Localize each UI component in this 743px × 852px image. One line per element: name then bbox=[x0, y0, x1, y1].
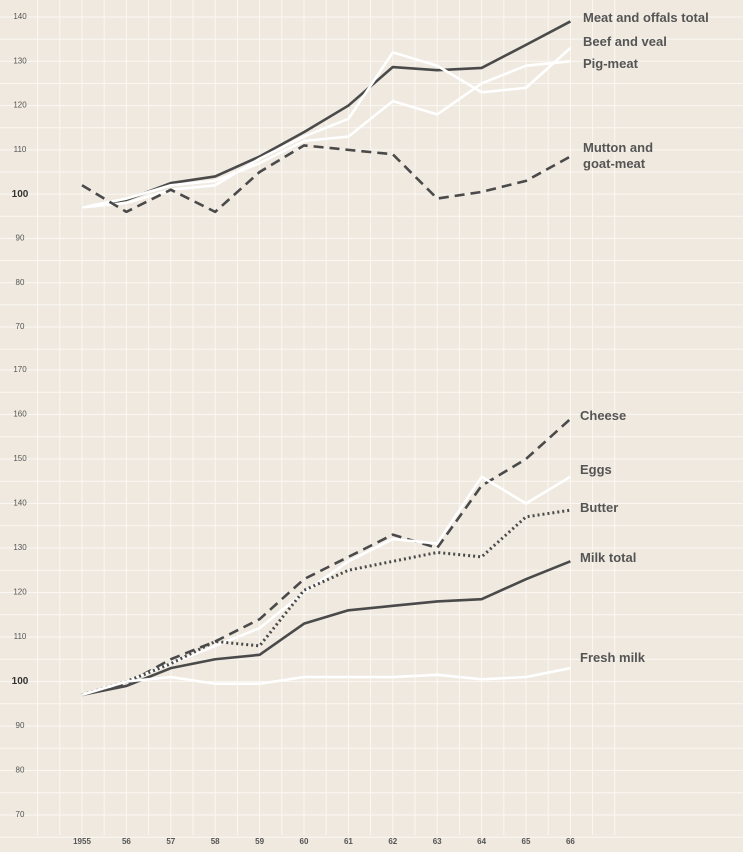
series-line bbox=[81, 666, 571, 697]
series-line bbox=[81, 20, 572, 209]
y-tick-label: 110 bbox=[14, 145, 27, 154]
y-tick-label: 170 bbox=[13, 365, 27, 374]
series-line bbox=[81, 560, 571, 697]
x-tick-label: 60 bbox=[300, 837, 309, 846]
y-tick-label: 130 bbox=[13, 543, 27, 552]
x-tick-label: 57 bbox=[166, 837, 175, 846]
y-tick-label: 80 bbox=[16, 766, 25, 775]
y-tick-label: 80 bbox=[16, 278, 25, 287]
series-label: Meat and offals total bbox=[583, 10, 709, 25]
series-line bbox=[81, 47, 572, 209]
series-label: Butter bbox=[580, 500, 619, 515]
series-line bbox=[81, 59, 571, 209]
x-tick-label: 61 bbox=[344, 837, 353, 846]
series-label: Pig-meat bbox=[583, 56, 638, 71]
y-tick-label: 70 bbox=[16, 322, 25, 331]
y-tick-label: 140 bbox=[13, 12, 27, 21]
series-label: Cheese bbox=[580, 408, 627, 423]
x-tick-label: 1955 bbox=[73, 837, 91, 846]
y-tick-label: 160 bbox=[13, 410, 27, 419]
x-tick-label: 66 bbox=[566, 837, 575, 846]
y-tick-label: 130 bbox=[13, 56, 27, 65]
y-tick-label: 90 bbox=[16, 234, 25, 243]
series-label: Beef and veal bbox=[583, 34, 667, 49]
x-tick-label: 56 bbox=[122, 837, 131, 846]
series-label: Eggs bbox=[580, 462, 612, 477]
y-tick-label: 120 bbox=[13, 101, 27, 110]
x-tick-label: 62 bbox=[388, 837, 397, 846]
y-tick-label: 110 bbox=[14, 632, 27, 641]
x-tick-label: 59 bbox=[255, 837, 264, 846]
x-tick-label: 64 bbox=[477, 837, 486, 846]
x-tick-label: 58 bbox=[211, 837, 220, 846]
y-tick-label: 140 bbox=[13, 499, 27, 508]
series-label: Milk total bbox=[580, 550, 637, 565]
y-tick-label: 70 bbox=[16, 810, 25, 819]
x-tick-label: 65 bbox=[522, 837, 531, 846]
y-tick-label: 100 bbox=[12, 189, 29, 200]
series-line bbox=[81, 508, 571, 697]
series-label: Fresh milk bbox=[580, 650, 646, 665]
y-tick-label: 150 bbox=[13, 454, 27, 463]
y-tick-label: 120 bbox=[13, 588, 27, 597]
series-label: Mutton and goat-meat bbox=[583, 140, 654, 171]
x-tick-label: 63 bbox=[433, 837, 442, 846]
y-tick-label: 100 bbox=[12, 676, 29, 687]
series-line bbox=[81, 144, 572, 214]
y-tick-label: 90 bbox=[16, 721, 25, 730]
